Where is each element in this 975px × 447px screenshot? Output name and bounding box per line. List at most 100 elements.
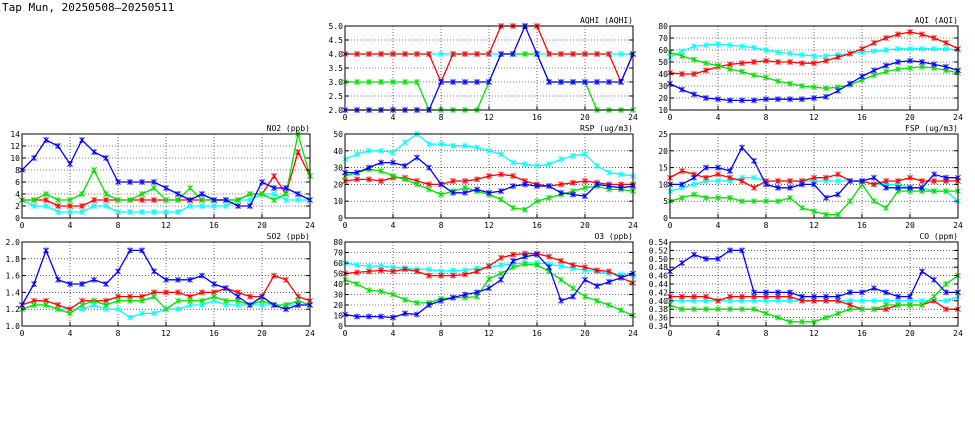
data-point (115, 306, 121, 313)
data-point (715, 41, 721, 47)
y-tick-label: 10 (658, 106, 668, 115)
y-tick-label: 30 (333, 291, 343, 300)
data-point (943, 174, 949, 181)
x-tick-label: 4 (391, 329, 396, 338)
y-tick-label: 0.38 (649, 305, 668, 314)
data-point (510, 204, 516, 211)
data-point (715, 178, 721, 185)
data-point (811, 293, 817, 300)
data-point (703, 174, 709, 181)
y-tick-label: 70 (658, 34, 668, 43)
data-point (103, 155, 109, 161)
data-point (823, 293, 829, 300)
data-point (127, 297, 133, 304)
data-point (691, 174, 697, 181)
y-tick-label: 0.34 (649, 322, 668, 331)
x-tick-label: 4 (391, 113, 396, 122)
data-point (486, 275, 492, 282)
data-point (558, 79, 564, 85)
x-tick-label: 12 (484, 221, 494, 230)
data-point (907, 57, 913, 64)
data-point (679, 181, 685, 188)
data-point (127, 314, 133, 321)
y-tick-label: 4.5 (329, 36, 344, 45)
data-point (811, 208, 817, 215)
x-tick-label: 8 (116, 221, 121, 230)
data-point (402, 51, 408, 57)
data-point (895, 45, 901, 52)
data-point (907, 184, 913, 191)
y-tick-label: 1.2 (6, 305, 21, 314)
data-point (127, 247, 133, 254)
chart-title: RSP (ug/m3) (580, 124, 633, 133)
data-point (835, 310, 841, 317)
data-point (402, 162, 408, 169)
data-point (618, 79, 624, 85)
data-point (127, 179, 133, 185)
chart-rsp: 0 4 8 12 16 20 24 0 10 20 30 40 50 RSP (ug/m3) (333, 124, 638, 230)
x-tick-label: 20 (580, 113, 590, 122)
x-tick-label: 8 (764, 113, 769, 122)
data-point (751, 198, 757, 205)
data-point (450, 189, 456, 196)
data-point (558, 51, 564, 57)
y-tick-label: 1.4 (6, 288, 21, 297)
y-tick-label: 80 (333, 238, 343, 247)
data-point (438, 141, 444, 148)
data-point (799, 60, 805, 67)
x-tick-label: 16 (532, 329, 542, 338)
data-point (546, 253, 552, 260)
data-point (811, 95, 817, 101)
data-point (775, 178, 781, 185)
data-point (739, 68, 745, 75)
data-point (799, 204, 805, 211)
data-point (67, 281, 73, 287)
y-tick-label: 0.48 (649, 263, 668, 272)
data-point (139, 209, 145, 215)
data-point (606, 268, 612, 275)
data-point (847, 198, 853, 205)
data-point (618, 307, 624, 314)
data-point (895, 178, 901, 185)
data-point (691, 293, 697, 300)
y-tick-label: 30 (658, 82, 668, 91)
data-point (438, 297, 444, 304)
data-point (679, 53, 685, 59)
data-point (510, 183, 516, 190)
data-point (163, 289, 169, 296)
data-point (426, 266, 432, 273)
data-point (211, 281, 217, 287)
y-tick-label: 15 (658, 164, 668, 173)
chart-title: CO (ppm) (919, 232, 958, 241)
x-tick-label: 12 (809, 221, 819, 230)
data-point (570, 191, 576, 198)
data-point (751, 72, 757, 79)
data-point (354, 151, 360, 158)
data-point (55, 143, 61, 149)
x-tick-label: 4 (68, 329, 73, 338)
data-point (414, 268, 420, 275)
data-point (390, 149, 396, 156)
data-point (811, 174, 817, 181)
data-point (151, 310, 157, 317)
data-point (414, 154, 420, 161)
data-point (438, 272, 444, 279)
data-point (558, 276, 564, 283)
x-tick-label: 12 (161, 221, 171, 230)
data-point (618, 51, 624, 57)
x-tick-label: 0 (668, 329, 673, 338)
x-tick-label: 20 (580, 329, 590, 338)
data-point (271, 302, 277, 308)
data-point (31, 155, 37, 161)
y-tick-label: 0.40 (649, 297, 668, 306)
data-point (847, 178, 853, 185)
y-tick-label: 6 (15, 178, 20, 187)
data-point (811, 84, 817, 91)
data-point (727, 306, 733, 313)
data-point (402, 296, 408, 303)
data-point (594, 297, 600, 304)
data-point (366, 263, 372, 270)
data-point (931, 171, 937, 178)
x-tick-label: 24 (628, 329, 638, 338)
data-point (163, 197, 169, 203)
